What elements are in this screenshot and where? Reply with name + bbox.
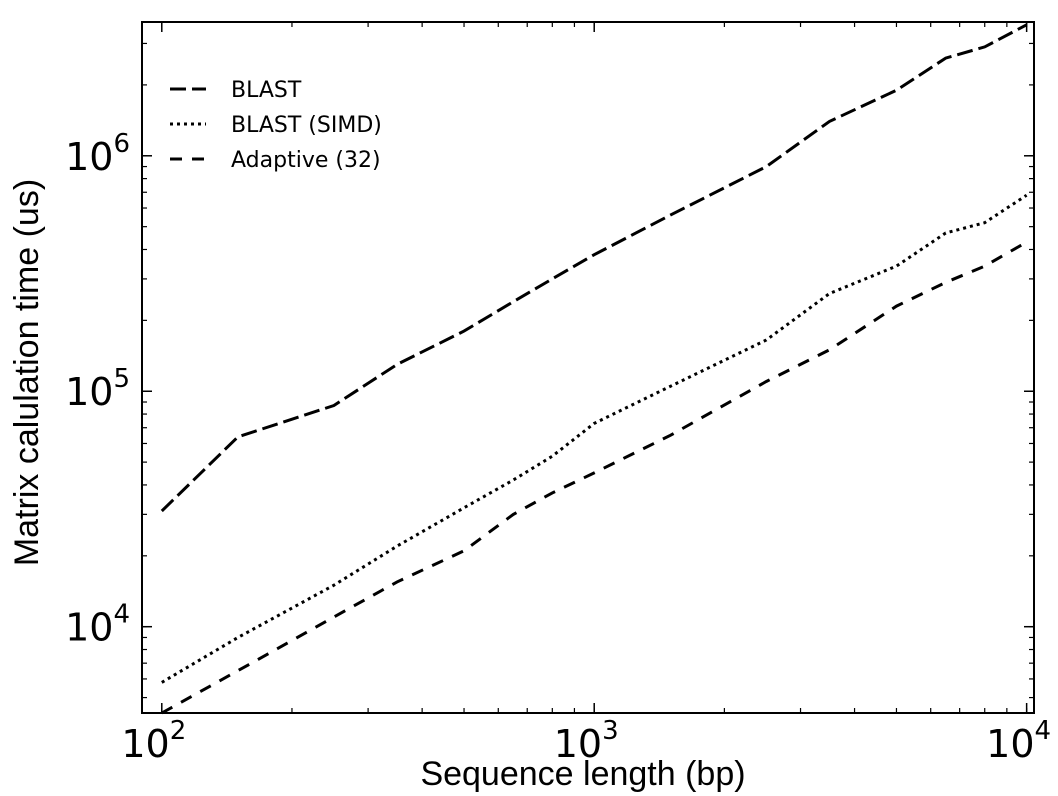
y-tick-label: 104: [65, 600, 130, 650]
y-tick-label: 105: [65, 364, 130, 414]
major-ticks: [142, 22, 1034, 713]
y-tick-label: 106: [65, 129, 130, 179]
series-line: [160, 23, 1028, 513]
x-axis-label: Sequence length (bp): [420, 755, 745, 793]
plot-frame: [141, 21, 1035, 714]
legend-label: Adaptive (32): [231, 148, 381, 173]
series-line: [161, 193, 1028, 684]
y-axis-label: Matrix calulation time (us): [8, 179, 46, 566]
series-lines: [160, 23, 1028, 715]
legend: BLAST BLAST (SIMD) Adaptive (32): [170, 78, 382, 173]
x-tick-label: 104: [986, 716, 1051, 766]
legend-label: BLAST (SIMD): [231, 113, 382, 138]
series-line: [161, 240, 1028, 715]
legend-label: BLAST: [231, 78, 302, 103]
x-tick-label: 102: [121, 716, 186, 766]
